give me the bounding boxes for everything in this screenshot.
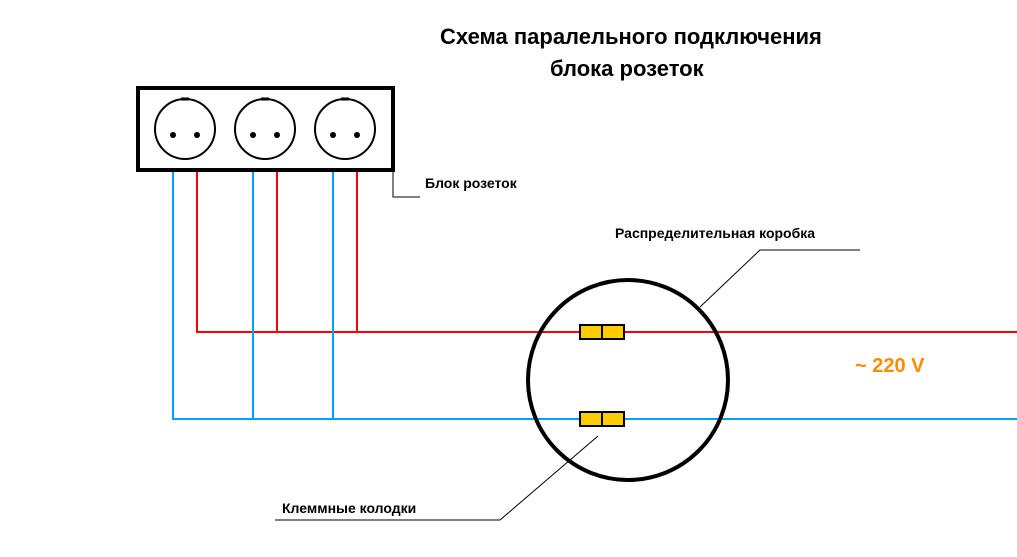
label-voltage: ~ 220 V — [855, 355, 925, 378]
title-line1: Схема паралельного подключения — [440, 24, 822, 50]
label-junction-box: Распределительная коробка — [615, 225, 815, 241]
title-line2: блока розеток — [550, 56, 704, 82]
label-terminal-blocks: Клеммные колодки — [282, 500, 416, 516]
label-socket-block: Блок розеток — [425, 175, 517, 191]
wiring-diagram — [0, 0, 1017, 557]
